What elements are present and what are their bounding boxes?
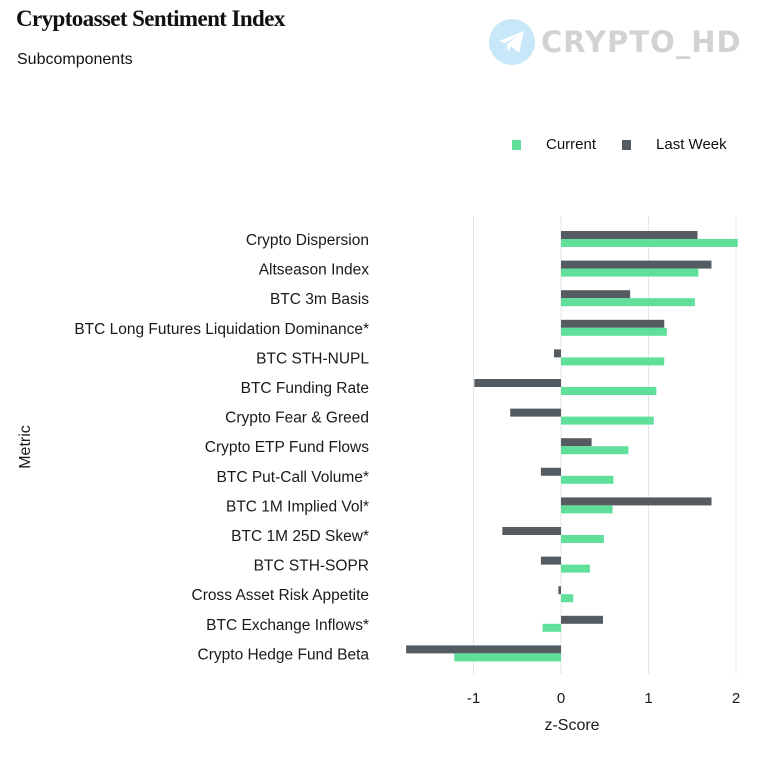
bar-current — [561, 268, 699, 277]
bar-last-week — [561, 319, 665, 328]
y-tick-label: BTC STH-SOPR — [254, 558, 369, 575]
bar-current — [561, 357, 665, 366]
legend-swatch-current — [512, 139, 521, 150]
legend: Current Last Week — [512, 136, 727, 153]
watermark: CRYPTO_HD — [489, 18, 742, 66]
y-tick-label: BTC Funding Rate — [241, 380, 369, 397]
y-tick-label: Altseason Index — [259, 262, 370, 279]
bar-last-week — [540, 467, 561, 476]
bar-last-week — [561, 615, 603, 624]
bar-last-week — [474, 379, 561, 387]
y-tick-label: Crypto Dispersion — [246, 232, 369, 249]
bar-current — [561, 327, 667, 336]
telegram-icon — [489, 19, 535, 65]
x-axis-label: z-Score — [544, 717, 599, 734]
y-tick-label: BTC 1M Implied Vol* — [226, 498, 369, 515]
chart-subtitle: Subcomponents — [17, 51, 133, 68]
y-tick-label: BTC 1M 25D Skew* — [231, 528, 369, 545]
bar-current — [561, 594, 574, 603]
bar-current — [561, 416, 654, 425]
bar-current — [454, 653, 561, 662]
bar-last-week — [561, 260, 712, 269]
y-tick-label: BTC Exchange Inflows* — [206, 617, 369, 634]
y-tick-label: Crypto Fear & Greed — [225, 410, 369, 427]
bar-last-week — [510, 408, 561, 417]
x-tick-label: 0 — [557, 690, 565, 707]
x-tick-label: 2 — [732, 690, 740, 707]
y-tick-label: BTC Long Futures Liquidation Dominance* — [74, 321, 369, 338]
bar-last-week — [561, 290, 631, 299]
bar-current — [561, 387, 657, 395]
legend-item-last-week: Last Week — [622, 136, 727, 153]
bar-current — [561, 475, 614, 484]
bar-current — [542, 623, 561, 632]
x-tick-label: 1 — [644, 690, 652, 707]
legend-label-last-week: Last Week — [656, 136, 727, 153]
watermark-text: CRYPTO_HD — [541, 25, 742, 59]
y-tick-label: Crypto Hedge Fund Beta — [198, 646, 370, 663]
bar-last-week — [540, 556, 561, 565]
bar-last-week — [561, 231, 698, 239]
bar-last-week — [554, 349, 561, 358]
x-tick-label: -1 — [467, 690, 480, 707]
bar-current — [561, 239, 738, 247]
bar-current — [561, 564, 590, 573]
legend-swatch-last-week — [622, 139, 632, 150]
y-axis-label: Metric — [17, 425, 34, 469]
bar-current — [561, 505, 613, 514]
y-tick-label: BTC Put-Call Volume* — [217, 469, 369, 486]
y-tick-label: BTC 3m Basis — [270, 291, 369, 308]
chart-title: Cryptoasset Sentiment Index — [16, 6, 285, 31]
bar-last-week — [406, 645, 561, 654]
bar-current — [561, 535, 604, 543]
bar-last-week — [561, 438, 592, 447]
bar-last-week — [561, 497, 712, 506]
y-tick-label: Crypto ETP Fund Flows — [205, 439, 369, 456]
y-tick-label: Cross Asset Risk Appetite — [192, 587, 369, 604]
legend-label-current: Current — [546, 136, 597, 153]
bar-last-week — [558, 586, 561, 595]
legend-item-current: Current — [512, 136, 596, 153]
bar-last-week — [502, 527, 561, 535]
y-tick-label: BTC STH-NUPL — [256, 350, 369, 367]
bar-current — [561, 446, 629, 455]
bar-current — [561, 298, 695, 307]
